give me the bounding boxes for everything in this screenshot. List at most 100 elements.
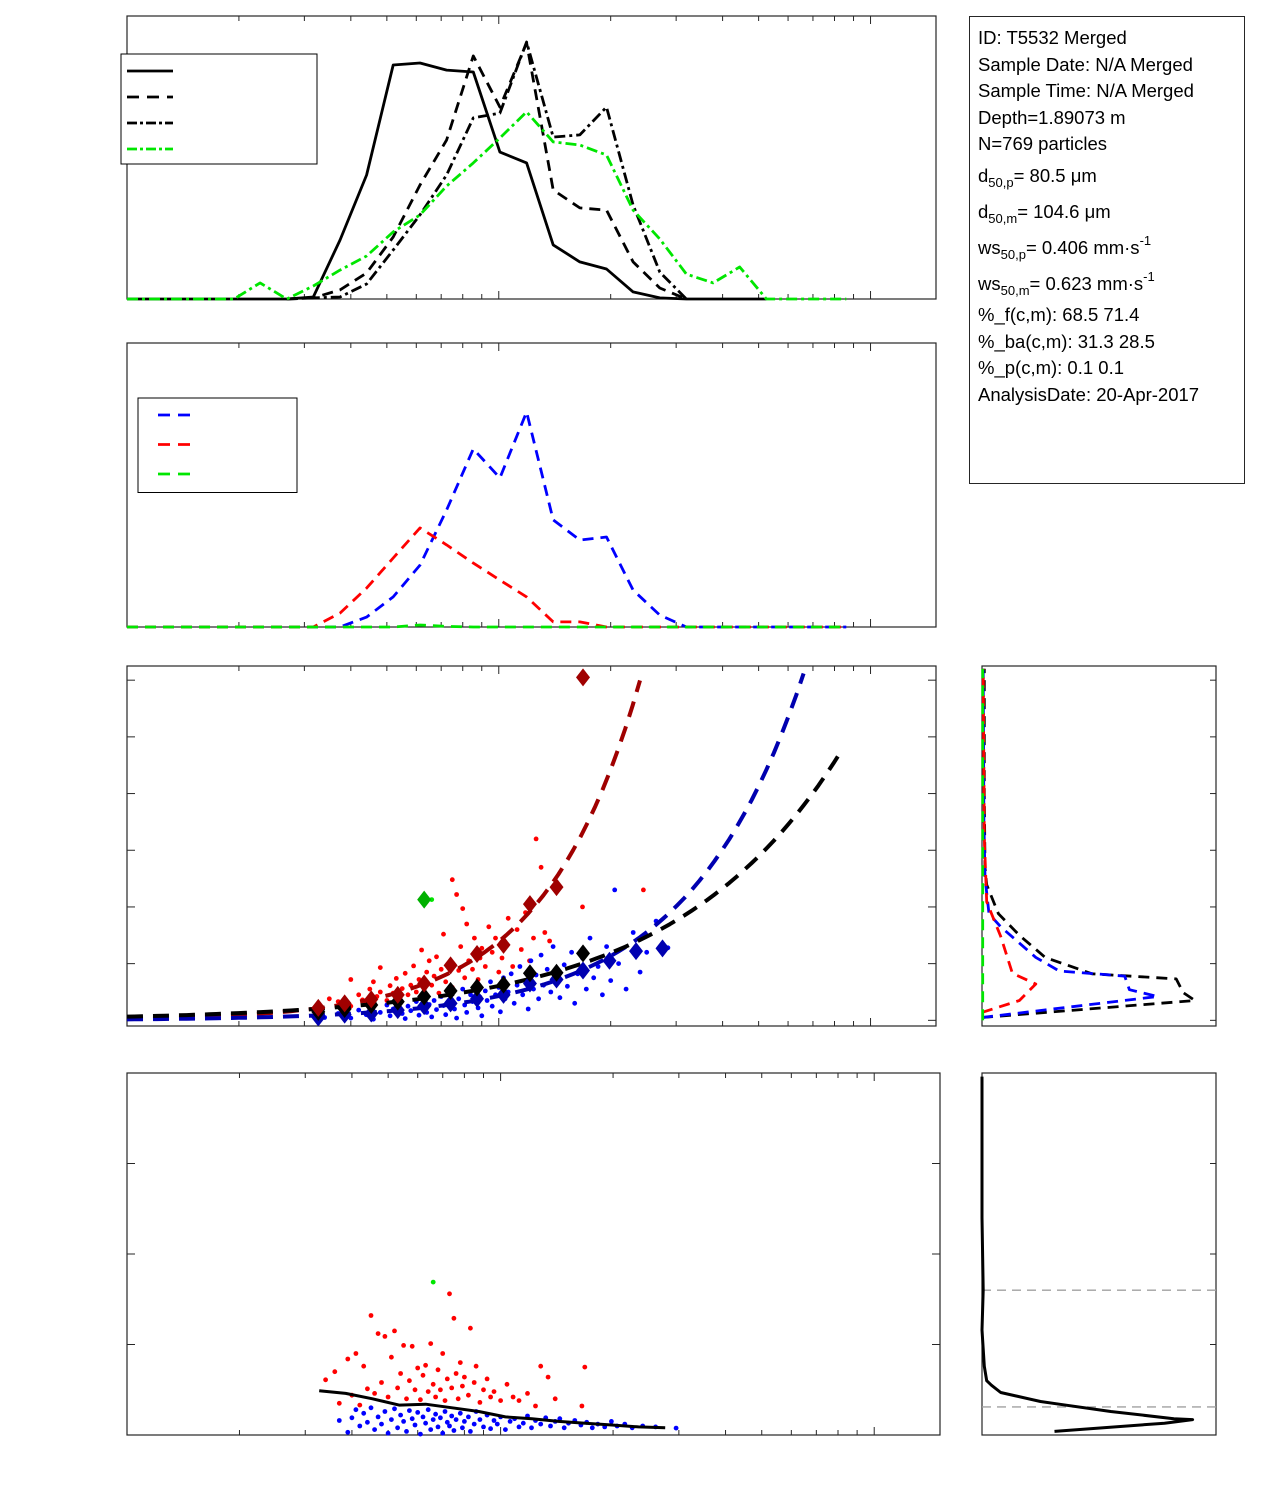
scatter-point-bedagg xyxy=(424,969,430,975)
scatter-point-bedagg xyxy=(420,1372,426,1378)
scatter-point-bedagg xyxy=(385,1394,391,1400)
scatter-point-bedagg xyxy=(375,1331,381,1336)
scatter-point-floc xyxy=(550,944,556,949)
scatter-point-floc xyxy=(548,1423,553,1429)
scatter-point-floc xyxy=(488,979,493,985)
scatter-point-bedagg xyxy=(336,1400,342,1406)
scatter-point-bedagg xyxy=(440,1351,446,1356)
scatter-point-floc xyxy=(557,995,563,1001)
scatter-point-bedagg xyxy=(379,1380,384,1385)
scatter-point-bedagg xyxy=(538,864,544,870)
scatter-point-bedagg xyxy=(505,915,511,921)
scatter-point-floc xyxy=(428,1427,434,1432)
scatter-point-bedagg xyxy=(407,1378,412,1384)
info-sample-time: Sample Time: N/A Merged xyxy=(978,80,1194,102)
scatter-point-floc xyxy=(416,1012,422,1018)
plot-area xyxy=(127,668,843,1026)
scatter-point-bedagg xyxy=(493,935,498,941)
scatter-point-bedagg xyxy=(382,1334,388,1339)
scatter-point-bedagg xyxy=(332,1369,338,1375)
scatter-point-bedagg xyxy=(538,1363,544,1369)
scatter-point-bedagg xyxy=(353,1351,359,1356)
scatter-point-primary xyxy=(429,897,435,902)
median-diamond-floc xyxy=(522,974,537,993)
scatter-point-bedagg xyxy=(466,1392,471,1398)
info-depth: Depth=1.89073 m xyxy=(978,106,1126,128)
scatter-point-bedagg xyxy=(409,1343,415,1349)
scatter-point-floc xyxy=(361,1410,367,1416)
scatter-point-floc xyxy=(375,1414,381,1420)
median-diamond-floc xyxy=(655,939,670,958)
scatter-point-bedagg xyxy=(389,1354,394,1360)
scatter-point-bedagg xyxy=(371,979,376,985)
scatter-point-floc xyxy=(336,1418,342,1423)
scatter-point-bedagg xyxy=(423,1362,428,1368)
scatter-point-floc xyxy=(377,1010,383,1015)
scatter-point-bedagg xyxy=(464,921,470,927)
scatter-point-bedagg xyxy=(433,1394,438,1400)
ws50p-sup: -1 xyxy=(1139,232,1152,248)
scatter-point-floc xyxy=(482,988,488,994)
scatter-point-bedagg xyxy=(365,1386,370,1392)
scatter-point-bedagg xyxy=(438,966,444,972)
scatter-point-floc xyxy=(464,1010,470,1015)
scatter-point-bedagg xyxy=(504,1381,510,1387)
scatter-point-floc xyxy=(538,1421,544,1427)
legend xyxy=(137,397,298,493)
d50p-sub: 50,p xyxy=(988,174,1014,190)
scatter-point-bedagg xyxy=(345,1356,351,1362)
scatter-point-floc xyxy=(520,1420,526,1426)
median-diamond-floc xyxy=(576,961,591,980)
scatter-point-bedagg xyxy=(547,938,552,944)
scatter-point-bedagg xyxy=(545,1374,551,1380)
scatter-point-bedagg xyxy=(412,1387,418,1393)
scatter-point-floc xyxy=(387,1013,393,1019)
ws50m-value: = 0.623 mm·s xyxy=(1029,272,1144,294)
scatter-point-floc xyxy=(389,1417,394,1422)
scatter-point-floc xyxy=(409,1416,415,1422)
scatter-point-bedagg xyxy=(428,1341,434,1346)
scatter-point-bedagg xyxy=(441,931,446,937)
scatter-point-bedagg xyxy=(582,1364,588,1370)
series-line-primary xyxy=(127,623,847,629)
scatter-point-bedagg xyxy=(367,986,373,992)
scatter-point-floc xyxy=(408,1008,414,1014)
median-diamond-bedagg xyxy=(443,956,458,975)
scatter-point-bedagg xyxy=(361,1363,367,1369)
scatter-point-floc xyxy=(604,944,609,949)
scatter-point-floc xyxy=(430,1417,436,1422)
legend xyxy=(120,53,318,165)
scatter-point-floc xyxy=(479,1013,485,1019)
scatter-point-floc xyxy=(583,986,589,992)
median-diamond-all xyxy=(417,987,432,1006)
scatter-point-bedagg xyxy=(499,955,505,961)
scatter-point-bedagg xyxy=(533,1403,538,1409)
scatter-point-floc xyxy=(353,1407,359,1413)
scatter-point-floc xyxy=(456,996,462,1002)
scatter-point-floc xyxy=(425,1407,431,1413)
scatter-point-floc xyxy=(587,935,593,941)
scatter-point-bedagg xyxy=(442,1398,448,1403)
scatter-point-floc xyxy=(494,1421,500,1427)
scatter-point-floc xyxy=(433,1411,438,1417)
median-diamond-floc xyxy=(496,985,511,1004)
scatter-point-bedagg xyxy=(444,1376,450,1382)
scatter-point-floc xyxy=(548,989,554,995)
scatter-point-floc xyxy=(612,887,618,893)
info-analysis-date: AnalysisDate: 20-Apr-2017 xyxy=(978,383,1200,405)
scatter-point-bedagg xyxy=(404,1396,409,1402)
scatter-point-floc xyxy=(449,1413,455,1419)
scatter-point-floc xyxy=(468,1429,473,1434)
scatter-point-floc xyxy=(508,971,514,977)
scatter-point-floc xyxy=(481,1424,486,1430)
profile-line-floc xyxy=(981,668,1159,1019)
panel-c-frame xyxy=(126,665,937,1027)
profile-line-density-distribution xyxy=(980,1076,1195,1433)
median-diamond-bedagg xyxy=(417,974,432,993)
info-bedagg-percent: %_ba(c,m): 31.3 28.5 xyxy=(978,330,1155,352)
scatter-point-floc xyxy=(447,1423,452,1429)
info-floc-percent: %_f(c,m): 68.5 71.4 xyxy=(978,303,1140,325)
scatter-point-floc xyxy=(488,1426,493,1432)
scatter-point-bedagg xyxy=(531,935,536,941)
